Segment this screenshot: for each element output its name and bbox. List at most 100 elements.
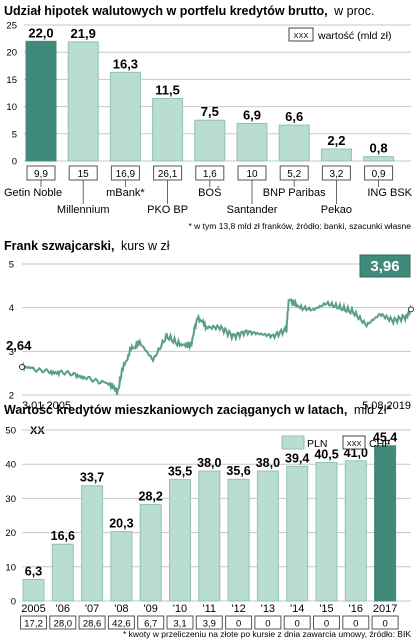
chart1-bar bbox=[152, 97, 184, 162]
chart1-category-label: Getin Noble bbox=[4, 187, 62, 199]
chart1-category-label: Millennium bbox=[57, 204, 110, 216]
chart3-legend-chf-box bbox=[342, 435, 366, 450]
chart1-footnote: * w tym 13,8 mld zł franków, źródło: ban… bbox=[188, 221, 411, 231]
chart2-y-tick: 3 bbox=[9, 347, 14, 358]
chart1-y-tick: 0 bbox=[12, 157, 17, 168]
chart1-plot: 0 5 10 15 20 25 22,0 9,9 Getin Noble 21,9 15 Millen… bbox=[4, 21, 413, 217]
chart3-value-label: 33,7 bbox=[80, 471, 104, 485]
chart3-bar bbox=[315, 461, 338, 602]
chart3-chf-box bbox=[283, 615, 311, 630]
chart2-start-point bbox=[19, 364, 25, 371]
chart3-legend-pln-label: PLN bbox=[307, 438, 327, 450]
chart3-y-tick: 50 bbox=[5, 426, 16, 437]
chart1-amount-value: 0,9 bbox=[372, 169, 386, 180]
chart2-x-end-label: 5.08.2019 bbox=[362, 400, 411, 412]
chart1-y-tick: 20 bbox=[6, 48, 17, 59]
chart3-chf-value: 0 bbox=[324, 619, 329, 630]
chart1-bar bbox=[363, 156, 395, 162]
chart3-legend-chf-box-text: XXX bbox=[346, 439, 361, 448]
chart1-value-label: 21,9 bbox=[71, 26, 96, 41]
chart3-y-tick: 20 bbox=[5, 528, 16, 539]
chart2-start-label: 2,64 bbox=[6, 338, 32, 353]
chart3-value-label: 16,6 bbox=[51, 529, 75, 543]
chart1-amount-value: 5,2 bbox=[287, 169, 301, 180]
chart2-y-tick: 2 bbox=[9, 391, 14, 402]
chart3-year-label: '07 bbox=[85, 603, 99, 615]
chart3-value-label: 20,3 bbox=[109, 517, 133, 531]
chart3-footnote: * kwoty w przeliczeniu na złote po kursi… bbox=[123, 629, 411, 639]
chart1-bar bbox=[67, 41, 99, 162]
chart3-value-label: 28,2 bbox=[139, 490, 163, 504]
chart1-legend-label: wartość (mld zł) bbox=[317, 30, 392, 42]
chart3-bar bbox=[286, 465, 309, 602]
chart3-title-row: Wartość kredytów mieszkaniowych zaciągan… bbox=[4, 403, 392, 417]
chart3-chf-value: 3,1 bbox=[173, 619, 186, 630]
chart2-plot: 2 3 4 5 2,64 3,96 3.01.2005 5.08.2019 bbox=[6, 254, 414, 412]
chart1-legend-box-text: XXX bbox=[293, 31, 308, 40]
chart1-bar bbox=[236, 122, 268, 162]
chart1-y-tick: 15 bbox=[6, 75, 17, 86]
chart3-value-label: 39,4 bbox=[285, 451, 309, 465]
chart1-category-label: ING BSK bbox=[367, 187, 412, 199]
chart2-y-tick: 5 bbox=[9, 260, 14, 271]
chart1-amount-value: 3,2 bbox=[329, 169, 343, 180]
chart3-year-label: '10 bbox=[173, 603, 187, 615]
chart3-chf-value: 0 bbox=[236, 619, 241, 630]
chart3-legend-pln-swatch bbox=[281, 435, 305, 450]
chart1-value-label: 6,9 bbox=[243, 107, 261, 122]
chart1-title-row: Udział hipotek walutowych w portfelu kre… bbox=[4, 4, 374, 18]
chart3-year-label: '08 bbox=[114, 603, 128, 615]
chart1-value-label: 11,5 bbox=[155, 82, 180, 97]
chart3-y-tick: 30 bbox=[5, 494, 16, 505]
chart3-chf-box bbox=[225, 615, 253, 630]
chart3-chf-value: 0 bbox=[265, 619, 270, 630]
chart1-y-tick: 10 bbox=[6, 102, 17, 113]
chart3-year-label: '16 bbox=[349, 603, 363, 615]
chart3-chf-value: 17,2 bbox=[24, 619, 43, 630]
chart1-bar bbox=[25, 40, 57, 162]
chart1-value-label: 16,3 bbox=[113, 56, 138, 71]
chart3-year-label: '11 bbox=[203, 603, 217, 615]
chart3-chf-box bbox=[107, 615, 135, 630]
chart2-subtitle: kurs w zł bbox=[121, 239, 170, 253]
chart1-value-label: 6,6 bbox=[285, 109, 303, 124]
chart1-subtitle: w proc. bbox=[333, 4, 374, 18]
chart3-chf-box bbox=[166, 615, 194, 630]
chart3-value-label: 45,4 bbox=[373, 431, 397, 445]
chart1-legend-box bbox=[288, 27, 314, 42]
chart1-y-tick: 25 bbox=[6, 21, 17, 32]
chart3-value-label: 6,3 bbox=[25, 564, 42, 578]
chart1-title: Udział hipotek walutowych w portfelu kre… bbox=[4, 4, 328, 18]
chart3-bar bbox=[256, 470, 279, 602]
chart1-value-label: 2,2 bbox=[327, 133, 345, 148]
chart1-category-label: BOŚ bbox=[198, 186, 221, 199]
chart3-bar bbox=[227, 478, 250, 602]
chart3-bar bbox=[51, 543, 74, 602]
chart3-chf-box bbox=[20, 615, 47, 630]
chart3-bar bbox=[374, 445, 397, 602]
chart1-amount-value: 10 bbox=[246, 169, 258, 180]
chart3-chf-value: 28,6 bbox=[83, 619, 102, 630]
chart3-chf-box bbox=[49, 615, 77, 630]
chart3-y-tick: 10 bbox=[5, 562, 16, 573]
chart3-bar bbox=[110, 531, 133, 602]
chart3-year-label: '06 bbox=[56, 603, 70, 615]
chart1-bar bbox=[278, 124, 310, 162]
chart3-year-label: '12 bbox=[231, 603, 245, 615]
chart3-chf-value: 28,0 bbox=[54, 619, 73, 630]
chart3-year-label: '15 bbox=[319, 603, 333, 615]
chart1-amount-value: 9,9 bbox=[34, 169, 48, 180]
chart3-bar bbox=[81, 485, 104, 602]
chart3-legend-chf-label: CHF bbox=[369, 438, 391, 450]
chart2-title-row: Frank szwajcarski, kurs w zł bbox=[4, 239, 170, 253]
chart3-bar bbox=[22, 578, 45, 602]
chart3-bar bbox=[169, 479, 191, 602]
chart3-year-label: '14 bbox=[290, 603, 304, 615]
chart3-year-label: 2005 bbox=[21, 603, 45, 615]
chart1-category-label: BNP Paribas bbox=[263, 187, 326, 199]
chart3-y-tick: 0 bbox=[11, 597, 16, 608]
chart3-value-label: 35,5 bbox=[168, 465, 192, 479]
chart2-x-start-label: 3.01.2005 bbox=[22, 400, 71, 412]
chart3-subtitle: mld zł* bbox=[354, 403, 392, 417]
